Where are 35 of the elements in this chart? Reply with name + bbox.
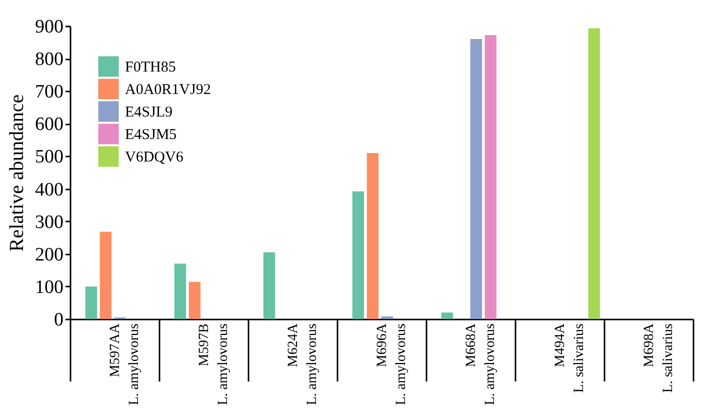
bar [352, 191, 364, 319]
x-tick-label: M597B L. amylovorus [197, 324, 231, 406]
y-tick-label: 100 [35, 276, 64, 298]
legend-label: E4SJL9 [125, 104, 173, 120]
y-axis-title: Relative abundance [6, 94, 28, 252]
legend-label: F0TH85 [125, 60, 176, 76]
bar [381, 316, 393, 319]
bar [174, 264, 186, 319]
bar [484, 35, 496, 319]
legend-label: V6DQV6 [125, 150, 184, 166]
x-tick-label: M494A L. salivarius [553, 322, 587, 393]
x-tick-label: M597AA L. amylovorus [108, 322, 142, 406]
bar [366, 152, 379, 319]
y-tick-label: 300 [35, 212, 64, 233]
y-tick-label: 400 [35, 179, 64, 200]
bar [470, 39, 482, 319]
bar [588, 28, 600, 319]
y-tick-label: 0 [54, 310, 64, 330]
x-tick-label: M698A L. salivarius [642, 322, 676, 393]
bar [100, 232, 112, 319]
bar [441, 312, 454, 319]
x-tick-label: M624A L. amylovorus [286, 322, 320, 406]
bar [263, 252, 276, 319]
bar [85, 286, 98, 319]
y-tick-label: 900 [35, 16, 64, 38]
y-tick-label: 200 [35, 244, 64, 266]
y-tick-label: 800 [35, 49, 64, 70]
y-tick-label: 700 [35, 82, 64, 103]
x-tick-label: M696A L. amylovorus [375, 322, 409, 406]
x-tick-label: M668A L. amylovorus [464, 322, 498, 406]
bar [188, 282, 201, 319]
legend-label: E4SJM5 [125, 127, 177, 143]
legend-label: A0A0R1VJ92 [125, 82, 211, 98]
y-tick-label: 600 [35, 114, 64, 136]
y-tick-label: 500 [35, 146, 64, 168]
